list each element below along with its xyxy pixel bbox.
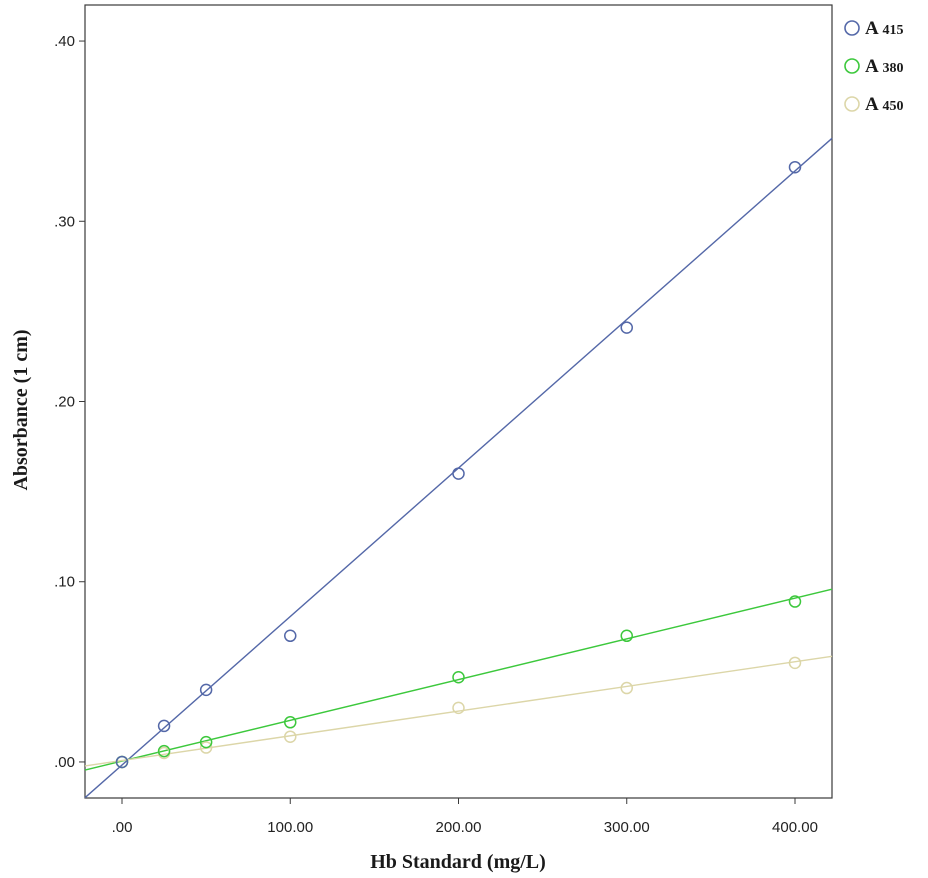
data-point-415: [199, 683, 213, 697]
fit-line-450: [84, 655, 833, 767]
y-tick-label: .40: [54, 33, 75, 50]
y-tick-label: .20: [54, 394, 75, 411]
legend-marker-450: [844, 96, 860, 112]
y-tick-label: .30: [54, 213, 75, 230]
x-tick-label: 400.00: [772, 819, 818, 836]
x-tick-label: 100.00: [267, 819, 313, 836]
y-tick-label: .10: [54, 574, 75, 591]
data-point-450: [199, 741, 213, 754]
data-point-450: [620, 681, 633, 695]
fit-line-380: [84, 588, 833, 771]
legend-label-380: A 380: [865, 56, 903, 77]
data-points: [115, 160, 802, 769]
x-axis-title: Hb Standard (mg/L): [370, 851, 546, 873]
legend-marker-415: [844, 20, 860, 36]
data-point-380: [284, 716, 297, 729]
data-point-450: [788, 656, 802, 670]
y-axis-ticks: .00 .10 .20 .30 .40: [54, 33, 85, 771]
legend-marker-380: [844, 58, 860, 74]
data-point-415: [788, 160, 802, 174]
legend: A 415 A 380 A 450: [844, 18, 903, 115]
data-point-415: [620, 321, 633, 334]
data-point-415: [115, 755, 129, 769]
data-point-380: [788, 595, 802, 608]
x-tick-label: 200.00: [436, 819, 482, 836]
data-point-450: [284, 730, 297, 743]
data-point-380: [620, 629, 633, 643]
legend-label-415: A 415: [865, 18, 903, 39]
data-point-380: [452, 670, 465, 684]
data-point-415: [452, 467, 465, 480]
y-tick-label: .00: [54, 754, 75, 771]
data-point-450: [452, 701, 465, 715]
data-point-380: [157, 744, 171, 758]
x-axis-ticks: .00 100.00 200.00 300.00 400.00: [112, 798, 818, 836]
data-point-380: [199, 735, 213, 749]
x-tick-label: 300.00: [604, 819, 650, 836]
y-axis-title: Absorbance (1 cm): [10, 329, 32, 490]
data-point-415: [157, 719, 171, 733]
data-point-415: [284, 629, 297, 643]
legend-label-450: A 450: [865, 94, 903, 115]
x-tick-label: .00: [112, 819, 133, 836]
